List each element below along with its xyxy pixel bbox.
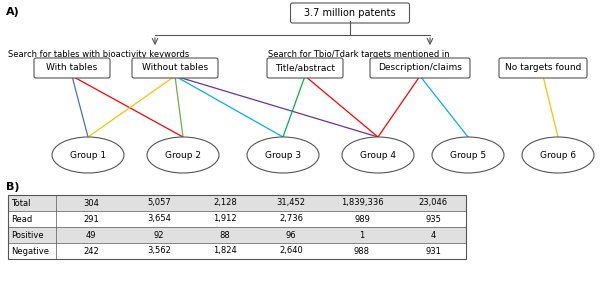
Text: Group 1: Group 1 [70, 150, 106, 159]
Text: 304: 304 [83, 198, 99, 207]
Text: 2,640: 2,640 [279, 246, 303, 255]
Text: 931: 931 [425, 246, 441, 255]
Text: Group 4: Group 4 [360, 150, 396, 159]
Text: Group 3: Group 3 [265, 150, 301, 159]
Text: 88: 88 [220, 230, 230, 239]
Text: 988: 988 [354, 246, 370, 255]
Ellipse shape [247, 137, 319, 173]
Text: With tables: With tables [46, 63, 98, 72]
Text: 989: 989 [354, 214, 370, 223]
Text: Title/abstract: Title/abstract [275, 63, 335, 72]
Text: Search for tables with bioactivity keywords: Search for tables with bioactivity keywo… [8, 50, 189, 59]
Text: A): A) [6, 7, 20, 17]
Text: 935: 935 [425, 214, 441, 223]
Text: Negative: Negative [11, 246, 49, 255]
Text: No targets found: No targets found [505, 63, 581, 72]
Text: 1,824: 1,824 [213, 246, 237, 255]
Text: Without tables: Without tables [142, 63, 208, 72]
Bar [8, 243, 466, 259]
Ellipse shape [522, 137, 594, 173]
Text: B): B) [6, 182, 19, 192]
Text: Group 5: Group 5 [450, 150, 486, 159]
Text: Read: Read [11, 214, 32, 223]
Bar [8, 195, 466, 259]
Text: 96: 96 [286, 230, 296, 239]
Text: Positive: Positive [11, 230, 44, 239]
Bar [8, 211, 466, 227]
Text: 2,736: 2,736 [279, 214, 303, 223]
FancyBboxPatch shape [132, 58, 218, 78]
Text: 5,057: 5,057 [147, 198, 171, 207]
Text: 23,046: 23,046 [418, 198, 448, 207]
Text: Total: Total [11, 198, 31, 207]
Text: 3,562: 3,562 [147, 246, 171, 255]
FancyBboxPatch shape [34, 58, 110, 78]
Ellipse shape [147, 137, 219, 173]
Text: 242: 242 [83, 246, 99, 255]
Text: 3.7 million patents: 3.7 million patents [304, 8, 396, 18]
Text: Group 2: Group 2 [165, 150, 201, 159]
Bar [8, 195, 466, 211]
FancyBboxPatch shape [499, 58, 587, 78]
Text: 2,128: 2,128 [213, 198, 237, 207]
Text: Search for Tbio/Tdark targets mentioned in: Search for Tbio/Tdark targets mentioned … [268, 50, 449, 59]
Bar [8, 227, 466, 243]
FancyBboxPatch shape [267, 58, 343, 78]
FancyBboxPatch shape [370, 58, 470, 78]
Text: 291: 291 [83, 214, 99, 223]
Text: 49: 49 [86, 230, 96, 239]
FancyBboxPatch shape [290, 3, 409, 23]
Text: Group 6: Group 6 [540, 150, 576, 159]
Text: 1: 1 [359, 230, 365, 239]
Ellipse shape [342, 137, 414, 173]
Text: 92: 92 [154, 230, 164, 239]
Text: 1,912: 1,912 [213, 214, 237, 223]
Text: 4: 4 [430, 230, 436, 239]
Text: 31,452: 31,452 [277, 198, 305, 207]
Text: 1,839,336: 1,839,336 [341, 198, 383, 207]
Ellipse shape [432, 137, 504, 173]
Text: 3,654: 3,654 [147, 214, 171, 223]
Text: Description/claims: Description/claims [378, 63, 462, 72]
Ellipse shape [52, 137, 124, 173]
